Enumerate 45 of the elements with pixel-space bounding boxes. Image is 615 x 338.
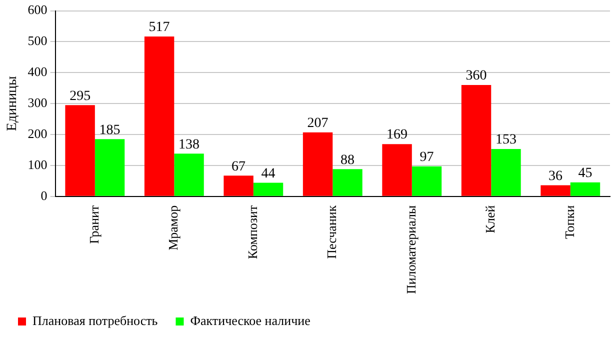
- x-tick-label: Песчаник: [324, 204, 340, 259]
- legend-label: Плановая потребность: [32, 312, 158, 328]
- data-label: 138: [178, 137, 200, 152]
- data-label: 36: [548, 168, 563, 184]
- bar: [253, 182, 284, 196]
- data-label: 44: [261, 166, 276, 182]
- y-tick-label: 600: [28, 2, 48, 18]
- data-label: 517: [148, 20, 170, 36]
- x-tick-label: Композит: [244, 205, 260, 260]
- bar: [461, 85, 492, 196]
- x-tick-label: Мрамор: [166, 205, 181, 250]
- bar: [332, 169, 362, 196]
- data-label: 207: [307, 116, 328, 131]
- bar: [382, 144, 412, 196]
- bar: [65, 105, 95, 196]
- x-tick-label: Топки: [562, 205, 577, 240]
- x-tick-label: Пиломатериалы: [403, 205, 418, 294]
- y-tick-label: 300: [28, 94, 48, 110]
- y-tick-label: 200: [28, 126, 48, 141]
- data-label: 153: [495, 132, 516, 148]
- y-tick-label: 100: [28, 156, 48, 172]
- bar: [570, 182, 600, 196]
- y-tick-label: 500: [28, 33, 48, 48]
- data-label: 169: [386, 128, 408, 143]
- x-tick-label: Клей: [482, 205, 498, 234]
- data-label: 88: [340, 152, 355, 168]
- y-axis-title: Единицы: [5, 75, 20, 132]
- data-label: 360: [466, 68, 487, 84]
- bar: [491, 149, 521, 196]
- x-tick-label: Гранит: [86, 205, 102, 244]
- y-tick-label: 0: [40, 188, 48, 203]
- bar: [94, 139, 125, 196]
- y-tick-label: 400: [28, 64, 48, 80]
- bar: [302, 132, 333, 196]
- bar: [224, 176, 254, 196]
- bar: [144, 36, 174, 196]
- data-label: 67: [232, 159, 246, 174]
- data-label: 45: [578, 166, 592, 182]
- data-label: 185: [99, 122, 120, 138]
- data-label: 97: [420, 150, 434, 166]
- bar: [412, 166, 442, 196]
- bar: [174, 154, 204, 196]
- data-label: 295: [70, 88, 91, 104]
- legend-label: Фактическое наличие: [190, 312, 311, 328]
- bar: [540, 185, 570, 196]
